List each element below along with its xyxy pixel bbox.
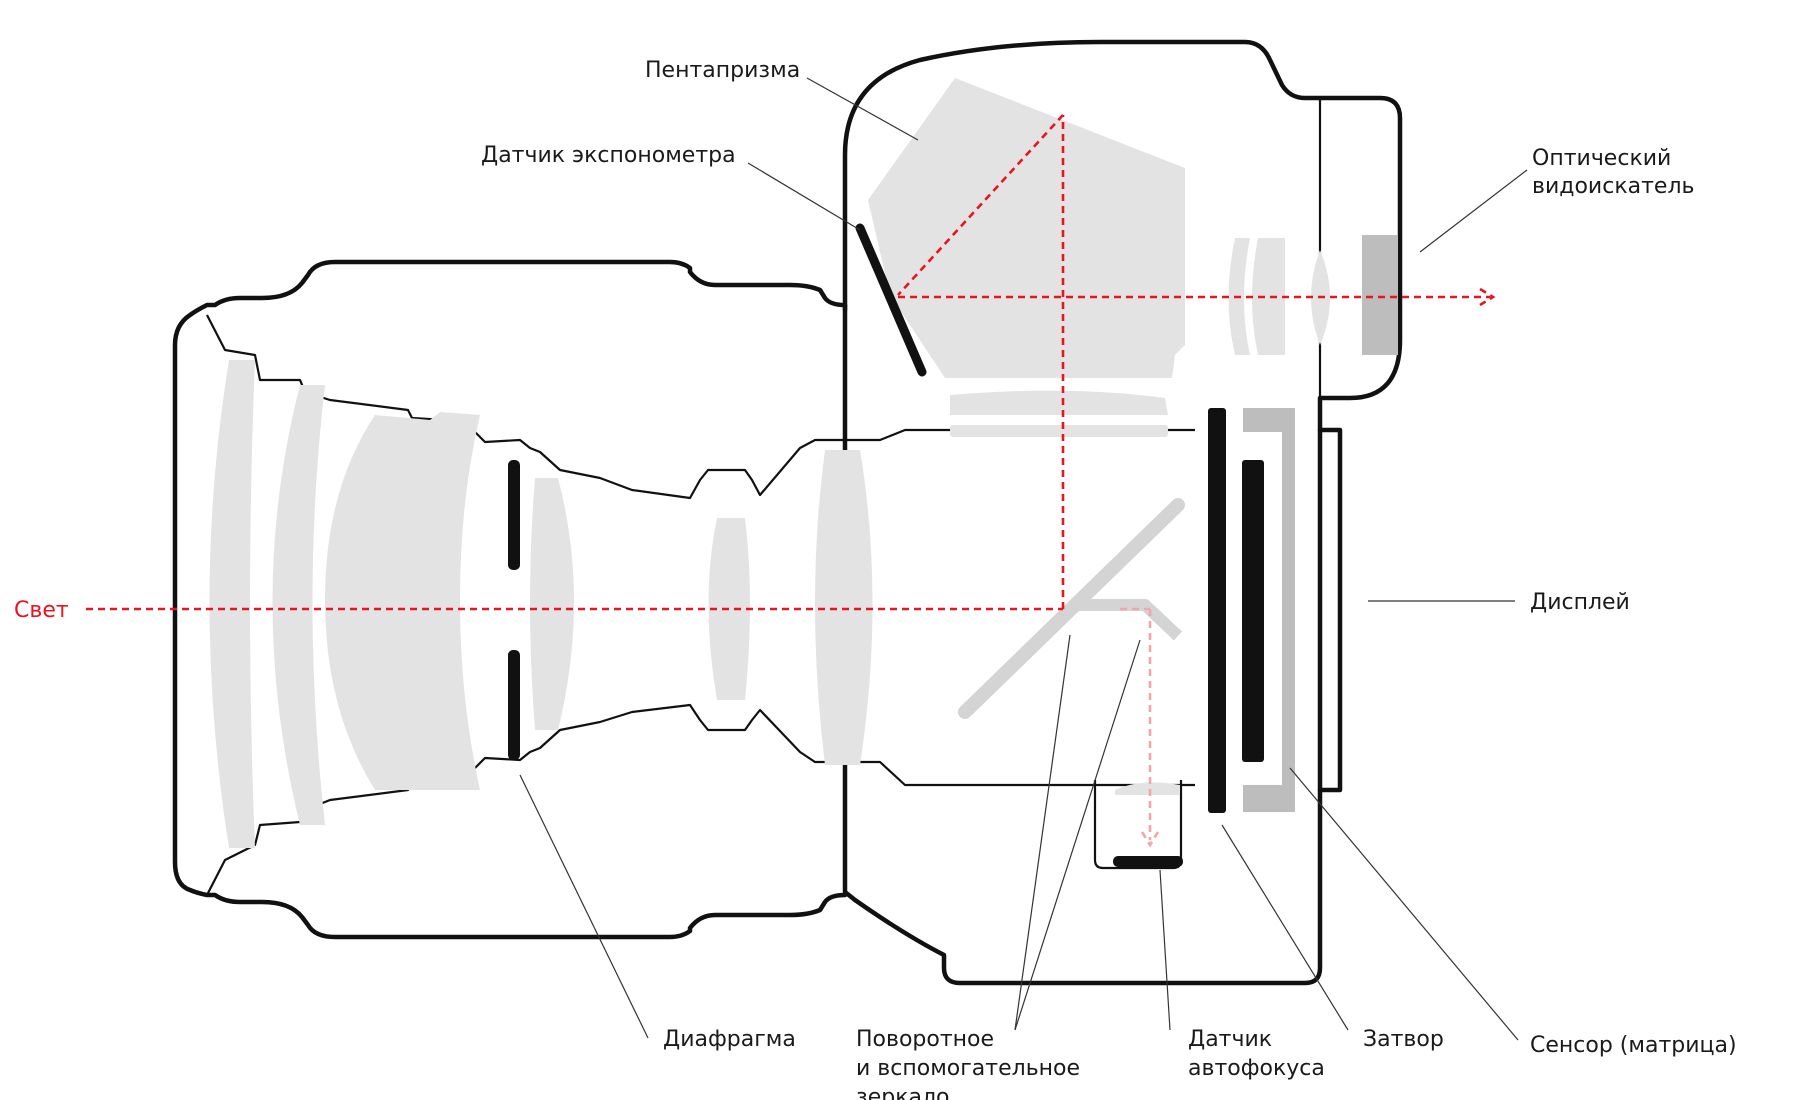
metering-sensor-bar: [855, 223, 927, 377]
label-mirror-2: и вспомогательное: [856, 1056, 1080, 1081]
label-mirror-3: зеркало: [856, 1085, 950, 1100]
aperture-blades: [508, 460, 520, 760]
label-shutter: Затвор: [1363, 1027, 1444, 1052]
light-path: [86, 114, 1496, 848]
label-metering-sensor: Датчик экспонометра: [481, 143, 736, 168]
label-viewfinder-2: видоискатель: [1532, 174, 1694, 199]
label-mirror-1: Поворотное: [856, 1027, 994, 1052]
eyepiece-lenses: [1228, 235, 1398, 355]
label-viewfinder-1: Оптический: [1532, 146, 1671, 171]
shutter-bar: [1208, 408, 1226, 813]
label-light: Свет: [14, 598, 69, 623]
lens-elements: [209, 360, 1168, 848]
label-sensor: Сенсор (матрица): [1530, 1033, 1737, 1058]
labels: Пентапризма Датчик экспонометра Оптическ…: [14, 58, 1737, 1100]
label-pentaprism: Пентапризма: [645, 58, 800, 83]
label-af-sensor-2: автофокуса: [1188, 1056, 1325, 1081]
reflex-mirror: [958, 498, 1185, 719]
label-af-sensor-1: Датчик: [1188, 1027, 1272, 1052]
pentaprism: [868, 78, 1185, 378]
label-display: Дисплей: [1530, 590, 1630, 615]
image-sensor: [1242, 408, 1295, 812]
label-aperture: Диафрагма: [663, 1027, 796, 1052]
leader-lines: [519, 77, 1528, 1041]
af-sensor: [1113, 782, 1183, 867]
